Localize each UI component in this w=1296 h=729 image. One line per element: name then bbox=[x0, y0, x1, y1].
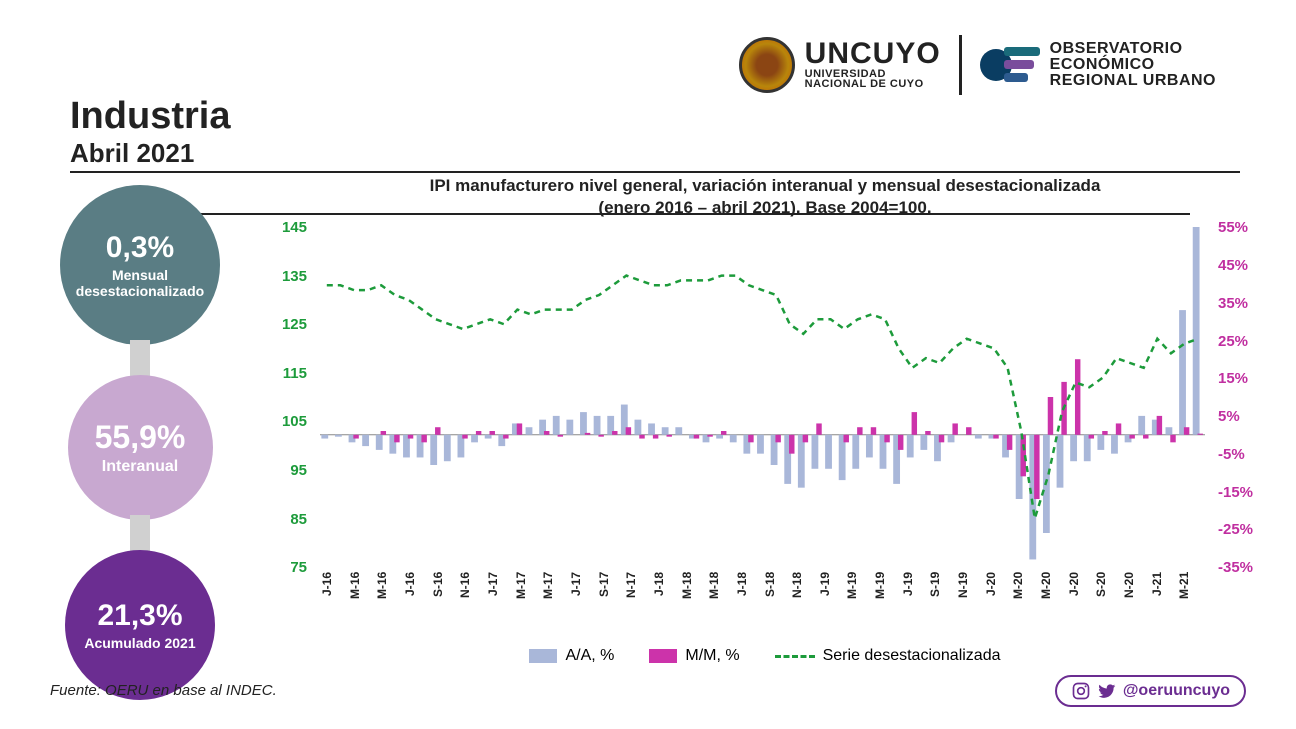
stat-value-interannual: 55,9% bbox=[95, 419, 186, 456]
stat-value-accumulated: 21,3% bbox=[97, 599, 182, 633]
page-title: Industria bbox=[70, 95, 1240, 138]
chart-title: IPI manufacturero nivel general, variaci… bbox=[260, 175, 1270, 227]
uncuyo-text: UNCUYO UNIVERSIDAD NACIONAL DE CUYO bbox=[805, 40, 941, 89]
oeru-line3: REGIONAL URBANO bbox=[1050, 73, 1216, 89]
uncuyo-sub2: NACIONAL DE CUYO bbox=[805, 79, 941, 89]
uncuyo-logo: UNCUYO UNIVERSIDAD NACIONAL DE CUYO bbox=[739, 37, 941, 93]
oeru-line2: ECONÓMICO bbox=[1050, 57, 1216, 73]
header-divider bbox=[959, 35, 962, 95]
stat-label-interannual: Interanual bbox=[102, 458, 178, 476]
twitter-icon bbox=[1097, 681, 1117, 701]
legend-item-mm: M/M, % bbox=[649, 647, 739, 665]
connector-2 bbox=[130, 515, 150, 555]
chart-svg bbox=[320, 227, 1205, 567]
legend-label-mm: M/M, % bbox=[685, 647, 739, 665]
stat-circle-interannual: 55,9% Interanual bbox=[68, 375, 213, 520]
plot-area bbox=[320, 227, 1205, 567]
chart-title-l2: (enero 2016 – abril 2021). Base 2004=100… bbox=[598, 198, 931, 217]
stats-column: 0,3% Mensual desestacionalizado 55,9% In… bbox=[40, 185, 240, 700]
uncuyo-seal-icon bbox=[739, 37, 795, 93]
social-badge[interactable]: @oeruuncuyo bbox=[1055, 675, 1246, 707]
stat-label-monthly: Mensual desestacionalizado bbox=[70, 267, 210, 299]
page-period: Abril 2021 bbox=[70, 138, 1240, 173]
y-axis-left: 758595105115125135145 bbox=[260, 227, 315, 567]
title-block: Industria Abril 2021 bbox=[70, 95, 1240, 173]
chart-title-l1: IPI manufacturero nivel general, variaci… bbox=[430, 176, 1101, 195]
y-axis-right: -35%-25%-15%-5%5%15%25%35%45%55% bbox=[1210, 227, 1270, 567]
legend-swatch-line bbox=[775, 655, 815, 658]
stat-label-accumulated: Acumulado 2021 bbox=[84, 635, 195, 651]
x-axis-labels: J-16M-16M-16J-16S-16N-16J-17M-17M-17J-17… bbox=[320, 572, 1205, 627]
chart-legend: A/A, % M/M, % Serie desestacionalizada bbox=[260, 647, 1270, 665]
legend-swatch-mm bbox=[649, 649, 677, 663]
source-note: Fuente: OERU en base al INDEC. bbox=[50, 682, 277, 699]
instagram-icon bbox=[1071, 681, 1091, 701]
oeru-logo: OBSERVATORIO ECONÓMICO REGIONAL URBANO bbox=[980, 41, 1216, 89]
stat-circle-monthly: 0,3% Mensual desestacionalizado bbox=[60, 185, 220, 345]
chart-container: IPI manufacturero nivel general, variaci… bbox=[260, 175, 1270, 645]
social-handle: @oeruuncuyo bbox=[1123, 682, 1230, 700]
legend-item-line: Serie desestacionalizada bbox=[775, 647, 1001, 665]
stat-value-monthly: 0,3% bbox=[106, 231, 174, 265]
oeru-text: OBSERVATORIO ECONÓMICO REGIONAL URBANO bbox=[1050, 41, 1216, 89]
oeru-line1: OBSERVATORIO bbox=[1050, 41, 1216, 57]
connector-1 bbox=[130, 340, 150, 380]
legend-label-aa: A/A, % bbox=[565, 647, 614, 665]
uncuyo-name: UNCUYO bbox=[805, 40, 941, 69]
legend-item-aa: A/A, % bbox=[529, 647, 614, 665]
legend-swatch-aa bbox=[529, 649, 557, 663]
oeru-icon bbox=[980, 45, 1040, 85]
chart-plot: 758595105115125135145 -35%-25%-15%-5%5%1… bbox=[260, 227, 1270, 627]
legend-label-line: Serie desestacionalizada bbox=[823, 647, 1001, 665]
stat-circle-accumulated: 21,3% Acumulado 2021 bbox=[65, 550, 215, 700]
